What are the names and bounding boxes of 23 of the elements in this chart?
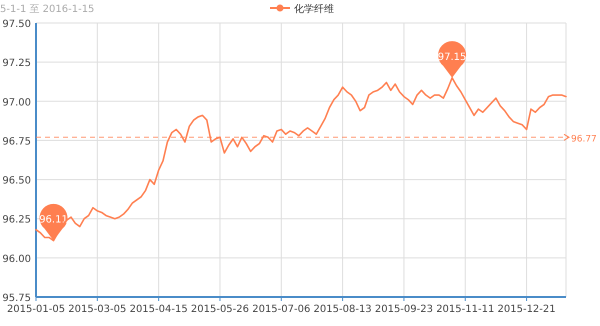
x-tick-label: 2015-04-15	[130, 304, 188, 315]
x-tick-label: 2015-11-11	[436, 304, 494, 315]
y-tick-label: 96.50	[2, 176, 31, 187]
x-tick-label: 2015-01-05	[6, 304, 66, 315]
chart-subtitle: 5-1-1 至 2016-1-15	[0, 4, 94, 15]
y-tick-label: 95.75	[2, 293, 31, 304]
annotation: 97.15	[438, 52, 466, 63]
y-tick-label: 97.25	[2, 58, 31, 70]
x-tick-label: 2015-09-23	[374, 304, 433, 315]
annotation: 96.11	[39, 214, 68, 226]
x-tick-label: 2015-03-05	[68, 304, 126, 315]
y-tick-label: 97.50	[2, 19, 31, 30]
x-tick-label: 2015-07-06	[252, 304, 310, 315]
legend-label: 化学纤维	[294, 3, 334, 15]
x-tick-label: 2015-08-13	[314, 304, 372, 315]
x-tick-label: 2015-05-26	[190, 304, 250, 315]
legend-item: 化学纤维	[270, 4, 334, 15]
y-tick-label: 96.25	[2, 214, 31, 226]
y-tick-label: 96.00	[2, 254, 31, 265]
ref-line-label: 96.77	[571, 134, 597, 144]
y-tick-label: 96.75	[2, 136, 31, 148]
x-tick-label: 2015-12-21	[498, 304, 556, 315]
y-tick-label: 97.00	[2, 97, 31, 108]
